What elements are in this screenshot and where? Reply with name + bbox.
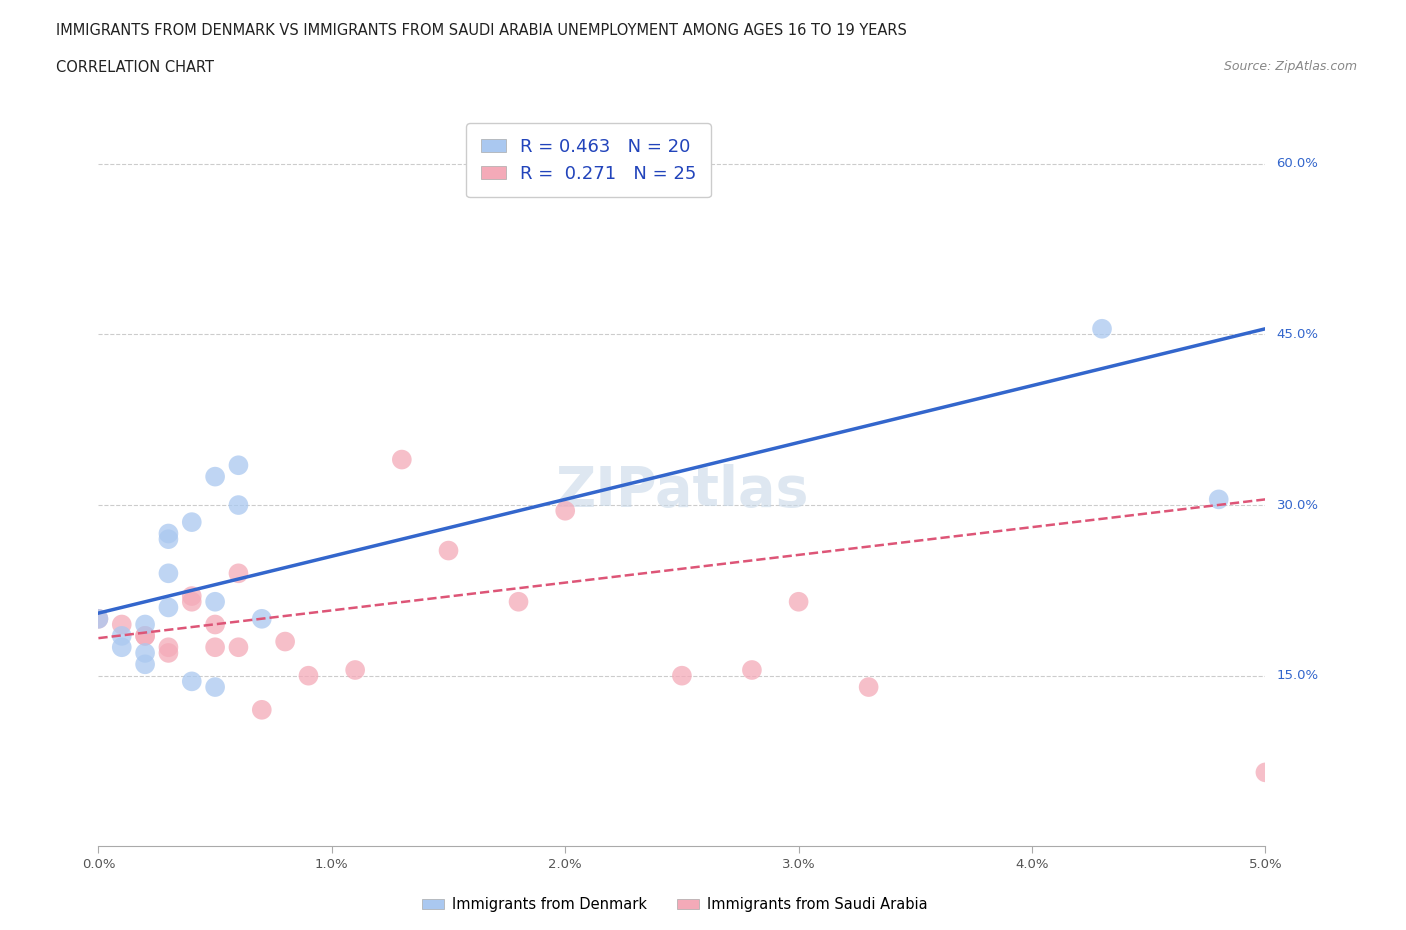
Point — [437, 543, 460, 558]
Point — [134, 645, 156, 660]
Point — [180, 589, 202, 604]
Point — [228, 498, 250, 512]
Legend: R = 0.463   N = 20, R =  0.271   N = 25: R = 0.463 N = 20, R = 0.271 N = 25 — [465, 124, 711, 197]
Point — [204, 680, 226, 695]
Point — [134, 657, 156, 671]
Point — [250, 611, 273, 626]
Point — [554, 503, 576, 518]
Point — [391, 452, 413, 467]
Point — [274, 634, 297, 649]
Point — [1091, 322, 1114, 337]
Point — [134, 629, 156, 644]
Point — [1254, 764, 1277, 779]
Point — [204, 618, 226, 632]
Point — [87, 611, 110, 626]
Point — [250, 702, 273, 717]
Point — [508, 594, 530, 609]
Point — [134, 618, 156, 632]
Point — [204, 470, 226, 485]
Text: 15.0%: 15.0% — [1277, 670, 1319, 683]
Point — [228, 458, 250, 472]
Point — [157, 526, 180, 541]
Point — [204, 640, 226, 655]
Text: 45.0%: 45.0% — [1277, 328, 1319, 341]
Point — [228, 640, 250, 655]
Point — [157, 532, 180, 547]
Point — [134, 629, 156, 644]
Point — [157, 645, 180, 660]
Point — [111, 640, 134, 655]
Point — [741, 662, 763, 677]
Text: IMMIGRANTS FROM DENMARK VS IMMIGRANTS FROM SAUDI ARABIA UNEMPLOYMENT AMONG AGES : IMMIGRANTS FROM DENMARK VS IMMIGRANTS FR… — [56, 23, 907, 38]
Point — [1208, 492, 1230, 507]
Point — [157, 565, 180, 580]
Point — [111, 629, 134, 644]
Legend: Immigrants from Denmark, Immigrants from Saudi Arabia: Immigrants from Denmark, Immigrants from… — [416, 891, 934, 918]
Point — [87, 611, 110, 626]
Point — [180, 594, 202, 609]
Point — [180, 674, 202, 689]
Point — [204, 594, 226, 609]
Text: CORRELATION CHART: CORRELATION CHART — [56, 60, 214, 75]
Point — [787, 594, 810, 609]
Text: Source: ZipAtlas.com: Source: ZipAtlas.com — [1223, 60, 1357, 73]
Point — [297, 669, 319, 684]
Point — [858, 680, 880, 695]
Point — [671, 669, 693, 684]
Point — [111, 618, 134, 632]
Point — [344, 662, 367, 677]
Text: ZIPatlas: ZIPatlas — [555, 464, 808, 518]
Text: 60.0%: 60.0% — [1277, 157, 1319, 170]
Point — [157, 640, 180, 655]
Text: 30.0%: 30.0% — [1277, 498, 1319, 512]
Point — [157, 600, 180, 615]
Point — [180, 514, 202, 529]
Point — [228, 565, 250, 580]
